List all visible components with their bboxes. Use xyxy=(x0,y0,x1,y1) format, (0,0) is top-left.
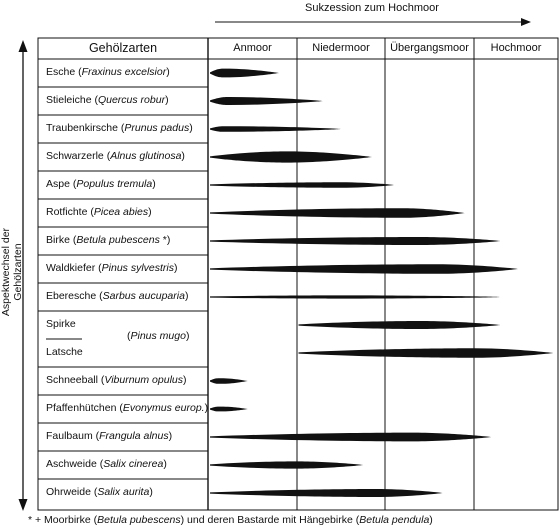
aspect-arrowhead-down-icon xyxy=(18,499,28,511)
species-label: Stieleiche (Quercus robur) xyxy=(46,94,169,106)
species-label: Waldkiefer (Pinus sylvestris) xyxy=(46,262,178,274)
table-border xyxy=(37,37,559,511)
occurrence-shape-aschweide xyxy=(210,461,363,469)
occurrence-shape-schneeball xyxy=(210,378,248,384)
species-label: Aspe (Populus tremula) xyxy=(46,178,156,190)
occurrence-shape-traubenkirsche xyxy=(210,126,341,132)
species-label: Birke (Betula pubescens *) xyxy=(46,234,171,246)
occurrence-shape-stieleiche xyxy=(210,97,324,105)
aspect-label: Aspektwechsel der Gehölzarten xyxy=(0,227,24,317)
species-label: Ohrweide (Salix aurita) xyxy=(46,486,153,498)
column-header-hochmoor: Hochmoor xyxy=(490,42,542,54)
species-label: Traubenkirsche (Prunus padus) xyxy=(46,122,193,134)
species-label: Esche (Fraxinus excelsior) xyxy=(46,66,170,78)
occurrence-shape-latsche xyxy=(298,348,554,358)
species-label: Aschweide (Salix cinerea) xyxy=(46,458,167,470)
occurrence-shape-eberesche xyxy=(210,295,501,299)
occurrence-shape-faulbaum xyxy=(210,432,492,442)
species-label: Schwarzerle (Alnus glutinosa) xyxy=(46,150,185,162)
occurrence-shape-pfaffenhütchen xyxy=(210,406,248,412)
species-label: Faulbaum (Frangula alnus) xyxy=(46,430,173,442)
occurrence-shape-schwarzerle xyxy=(210,151,372,163)
occurrence-shape-ohrweide xyxy=(210,489,443,497)
column-header-anmoor: Anmoor xyxy=(233,42,272,54)
footnote: * + Moorbirke (Betula pubescens) und der… xyxy=(28,514,433,526)
species-label: Pfaffenhütchen (Evonymus europ.) xyxy=(46,402,209,414)
pinus-mugo-label: (Pinus mugo) xyxy=(127,330,190,342)
aspect-arrowhead-up-icon xyxy=(18,40,28,52)
occurrence-shape-spirke xyxy=(298,321,501,329)
species-label: Spirke xyxy=(46,318,76,330)
succession-arrowhead-icon xyxy=(521,18,531,26)
table-header-species: Gehölzarten xyxy=(88,41,158,55)
species-label: Schneeball (Viburnum opulus) xyxy=(46,374,187,386)
column-header-uebergangsmoor: Übergangsmoor xyxy=(390,42,469,54)
occurrence-shape-waldkiefer xyxy=(210,264,518,274)
occurrence-shape-esche xyxy=(210,68,279,78)
occurrence-shapes xyxy=(210,68,554,497)
occurrence-shape-birke xyxy=(210,237,501,245)
occurrence-shape-rotfichte xyxy=(210,208,465,218)
column-header-niedermoor: Niedermoor xyxy=(312,42,370,54)
succession-label: Sukzession zum Hochmoor xyxy=(305,2,439,14)
row-separators xyxy=(38,86,208,480)
occurrence-shape-aspe xyxy=(210,182,394,188)
species-label: Latsche xyxy=(46,346,83,358)
species-label: Rotfichte (Picea abies) xyxy=(46,206,152,218)
species-label: Eberesche (Sarbus aucuparia) xyxy=(46,290,189,302)
